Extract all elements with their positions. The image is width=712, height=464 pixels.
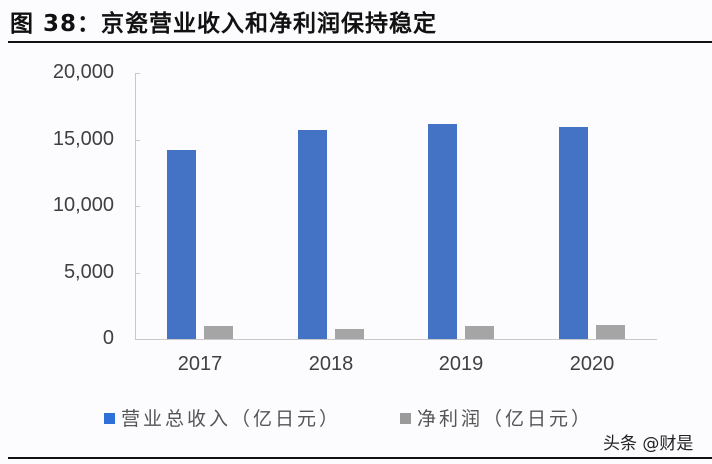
y-tick-label: 5,000 bbox=[63, 260, 114, 283]
bar-revenue bbox=[298, 130, 327, 339]
legend-item-revenue: 营业总收入（亿日元） bbox=[104, 404, 341, 431]
y-tick-mark bbox=[135, 73, 140, 74]
legend-swatch-revenue bbox=[104, 413, 115, 424]
bar-net-profit bbox=[596, 325, 625, 339]
bar-revenue bbox=[428, 124, 457, 339]
x-tick-label: 2019 bbox=[438, 353, 484, 375]
chart-title: 图 38：京瓷营业收入和净利润保持稳定 bbox=[10, 11, 438, 37]
legend-label-net-profit: 净利润（亿日元） bbox=[417, 408, 594, 430]
y-tick-label: 10,000 bbox=[52, 194, 114, 216]
y-tick-label: 20,000 bbox=[52, 61, 114, 83]
y-tick-mark bbox=[135, 339, 140, 340]
title-rule bbox=[8, 41, 712, 43]
x-tick-label: 2018 bbox=[308, 353, 354, 375]
bar-net-profit bbox=[204, 326, 233, 339]
watermark: 头条 @财是 bbox=[603, 434, 694, 454]
bottom-rule bbox=[8, 457, 712, 459]
y-tick-label: 15,000 bbox=[52, 127, 114, 150]
legend-item-net-profit: 净利润（亿日元） bbox=[400, 404, 593, 431]
legend-label-revenue: 营业总收入（亿日元） bbox=[121, 408, 342, 430]
x-tick-label: 2020 bbox=[569, 353, 615, 375]
bar-net-profit bbox=[335, 329, 364, 339]
y-tick-label: 0 bbox=[102, 327, 114, 349]
y-tick-mark bbox=[135, 273, 140, 274]
x-axis bbox=[135, 339, 657, 340]
y-tick-mark bbox=[135, 206, 140, 207]
bar-net-profit bbox=[465, 326, 494, 339]
bar-revenue bbox=[559, 127, 588, 339]
legend-swatch-net-profit bbox=[400, 413, 411, 424]
x-tick-label: 2017 bbox=[177, 353, 223, 375]
y-tick-mark bbox=[135, 140, 140, 141]
bar-revenue bbox=[167, 150, 196, 339]
